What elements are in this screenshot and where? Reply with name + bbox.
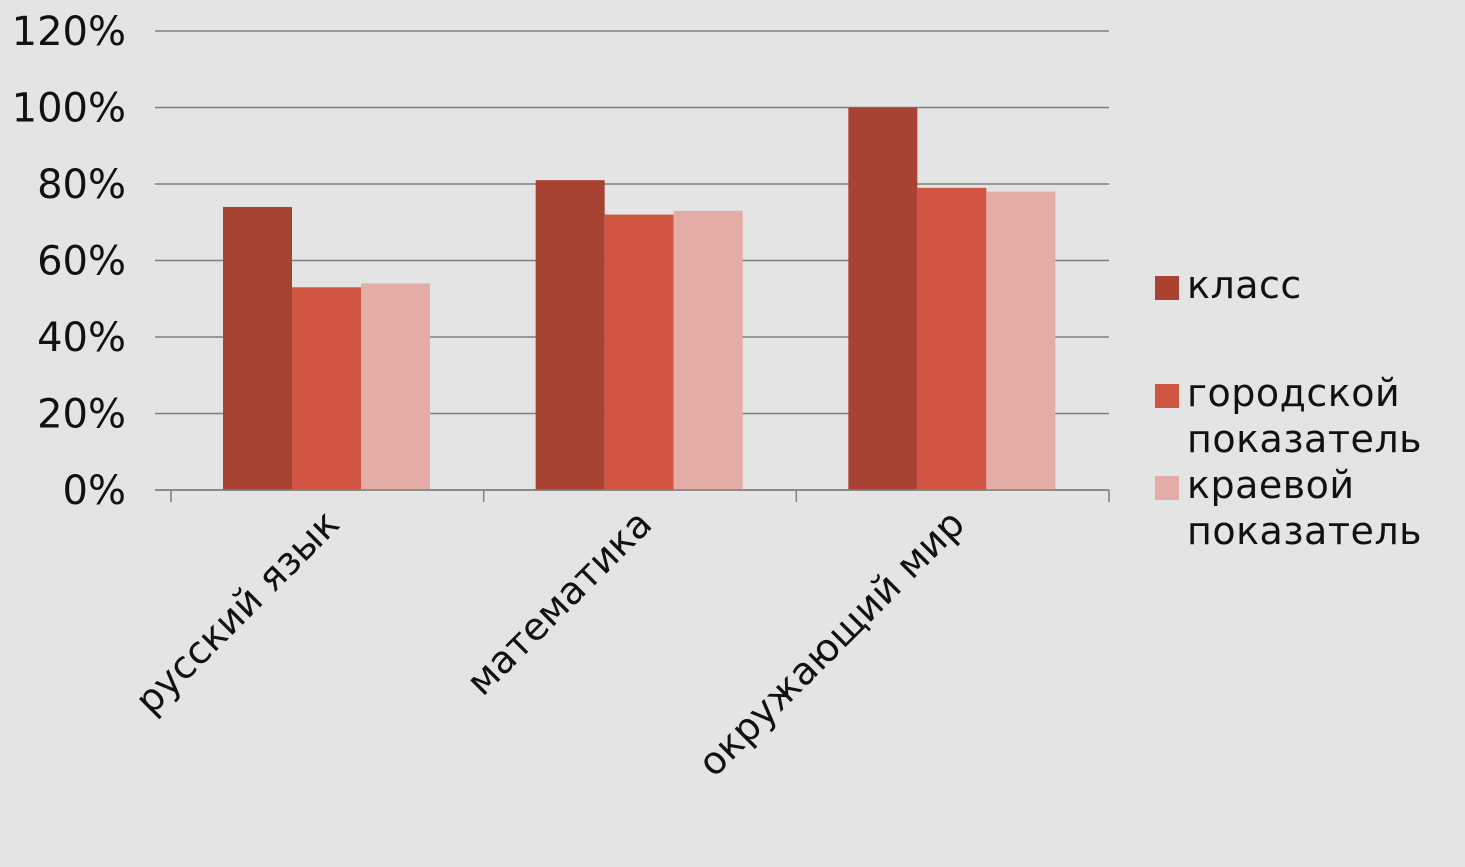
bar: [848, 107, 918, 490]
legend-label-city: городской показатель: [1187, 371, 1423, 461]
y-tick-label: 20%: [37, 392, 126, 438]
y-tick-label: 0%: [63, 468, 126, 514]
y-tick-label: 80%: [37, 162, 126, 208]
bar: [673, 210, 743, 490]
bar: [223, 206, 292, 490]
bar: [604, 214, 674, 490]
bars: [223, 107, 1056, 491]
legend-item-class: класс: [1155, 262, 1465, 308]
bar: [917, 187, 987, 490]
legend-item-region: краевой показатель: [1155, 462, 1465, 554]
legend-item-city: городской показатель: [1155, 370, 1465, 462]
y-tick-label: 120%: [12, 9, 126, 55]
x-axis-tick-labels: русский язык математика окружающий мир: [126, 501, 973, 785]
x-axis: [155, 489, 1110, 502]
y-tick-label: 100%: [12, 86, 126, 132]
legend-swatch-region: [1155, 476, 1179, 500]
x-tick-label: окружающий мир: [689, 501, 973, 785]
bar: [986, 191, 1056, 490]
bar: [535, 180, 605, 491]
y-tick-label: 40%: [37, 315, 126, 361]
y-tick-label: 60%: [37, 239, 126, 285]
x-tick-label: математика: [458, 501, 661, 704]
bar: [361, 283, 430, 490]
y-axis-tick-labels: 0% 20% 40% 60% 80% 100% 120%: [12, 9, 126, 514]
bar: [292, 287, 361, 490]
legend-label-class: класс: [1187, 263, 1302, 307]
legend-swatch-class: [1155, 276, 1179, 300]
legend: класс городской показатель краевой показ…: [1155, 262, 1465, 554]
legend-label-region: краевой показатель: [1187, 463, 1423, 553]
legend-swatch-city: [1155, 384, 1179, 408]
x-tick-label: русский язык: [126, 501, 347, 722]
